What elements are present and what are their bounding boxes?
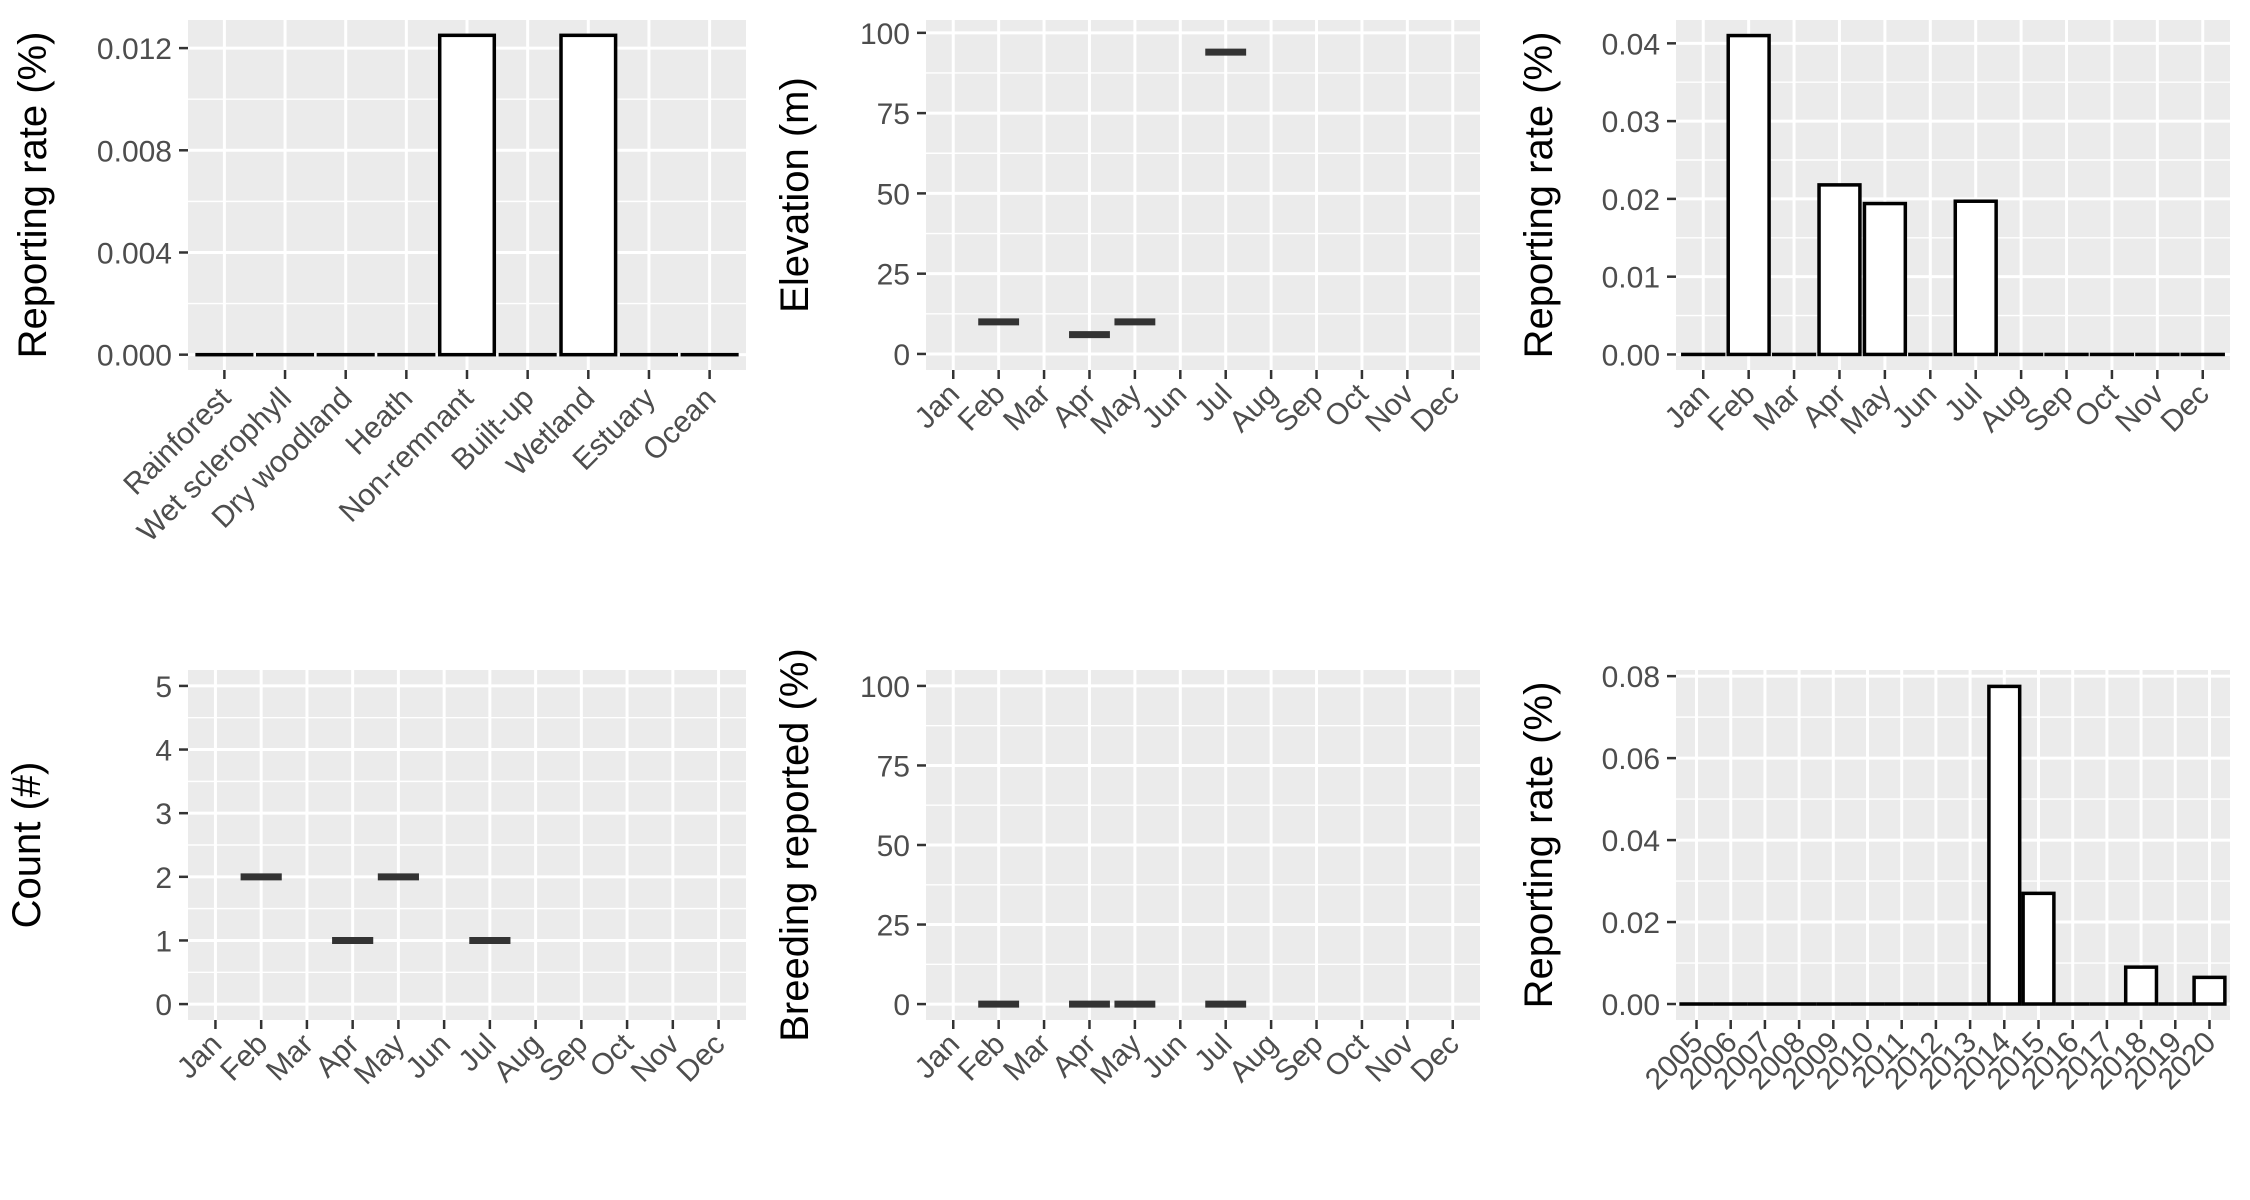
y-axis-title: Reporting rate (%) (1517, 682, 1561, 1009)
y-tick-label: 0 (893, 339, 910, 372)
bar-feb (1726, 33, 1771, 357)
bar-2020 (2192, 975, 2227, 1006)
x-tick-label: Oct (584, 1027, 641, 1084)
panel-p5: 0255075100JanFebMarAprMayJunJulAugSepOct… (773, 648, 1480, 1091)
bar-2014 (1987, 684, 2022, 1006)
panel-p6: 0.000.020.040.060.0820052006200720082009… (1517, 661, 2230, 1096)
panel-p3: 0.000.010.020.030.04JanFebMarAprMayJunJu… (1517, 20, 2230, 441)
x-tick-label: Oct (1319, 377, 1376, 434)
y-tick-label: 0.02 (1602, 184, 1660, 217)
bar-2018 (2123, 965, 2159, 1006)
y-tick-label: 4 (155, 735, 172, 768)
x-tick-label: Jan (909, 378, 967, 436)
y-tick-label: 0.06 (1602, 743, 1660, 776)
x-tick-label: Jun (1886, 378, 1944, 436)
bar-jul (1953, 199, 1998, 357)
y-tick-label: 25 (877, 259, 910, 292)
x-tick-label: Dec (2155, 378, 2216, 439)
x-tick-label: Dec (670, 1028, 731, 1089)
y-axis-title: Breeding reported (%) (773, 648, 817, 1042)
y-tick-label: 0.04 (1602, 825, 1660, 858)
bar-apr (1817, 183, 1862, 357)
y-tick-label: 0.02 (1602, 907, 1660, 940)
y-tick-label: 0.000 (97, 340, 172, 373)
y-axis-title: Elevation (m) (773, 77, 817, 313)
y-tick-label: 0 (893, 989, 910, 1022)
y-tick-label: 100 (860, 18, 910, 51)
x-tick-label: Feb (214, 1028, 274, 1088)
y-tick-label: 0.004 (97, 237, 172, 270)
x-tick-label: Dec (1405, 1028, 1466, 1089)
y-tick-label: 50 (877, 830, 910, 863)
x-tick-label: Mar (260, 1028, 320, 1088)
bar-may (1862, 201, 1908, 357)
y-axis-title: Count (#) (5, 762, 49, 929)
y-tick-label: 75 (877, 750, 910, 783)
y-tick-label: 2 (155, 862, 172, 895)
y-tick-label: 0.012 (97, 33, 172, 66)
x-tick-label: Jan (1659, 378, 1717, 436)
y-tick-label: 1 (155, 925, 172, 958)
panel-p4: 012345JanFebMarAprMayJunJulAugSepOctNovD… (5, 670, 746, 1091)
y-tick-label: 25 (877, 910, 910, 943)
y-tick-label: 0.00 (1602, 989, 1660, 1022)
x-tick-label: Jun (1136, 378, 1194, 436)
x-tick-label: Jun (1136, 1028, 1194, 1086)
y-tick-label: 100 (860, 671, 910, 704)
y-tick-label: 0.04 (1602, 28, 1660, 61)
panel-background (926, 20, 1480, 370)
y-axis-title: Reporting rate (%) (11, 32, 55, 359)
y-tick-label: 50 (877, 178, 910, 211)
y-tick-label: 3 (155, 798, 172, 831)
y-tick-label: 0.008 (97, 135, 172, 168)
panel-p2: 0255075100JanFebMarAprMayJunJulAugSepOct… (773, 18, 1480, 441)
bar-non-remnant (437, 33, 497, 357)
x-tick-label: Jan (171, 1028, 229, 1086)
bar-2015 (2021, 891, 2056, 1006)
y-tick-label: 0.01 (1602, 262, 1660, 295)
x-tick-label: Jun (400, 1028, 458, 1086)
x-tick-label: Jan (909, 1028, 967, 1086)
y-tick-label: 0.00 (1602, 339, 1660, 372)
y-tick-label: 0.03 (1602, 106, 1660, 139)
panel-background (1676, 670, 2230, 1020)
y-tick-label: 5 (155, 671, 172, 704)
y-tick-label: 0.08 (1602, 661, 1660, 694)
y-tick-label: 75 (877, 98, 910, 131)
bar-wetland (559, 33, 618, 357)
x-tick-label: Dec (1405, 378, 1466, 439)
y-axis-title: Reporting rate (%) (1517, 32, 1561, 359)
x-tick-label: Oct (2069, 377, 2126, 434)
x-tick-label: Oct (1319, 1027, 1376, 1084)
y-tick-label: 0 (155, 989, 172, 1022)
